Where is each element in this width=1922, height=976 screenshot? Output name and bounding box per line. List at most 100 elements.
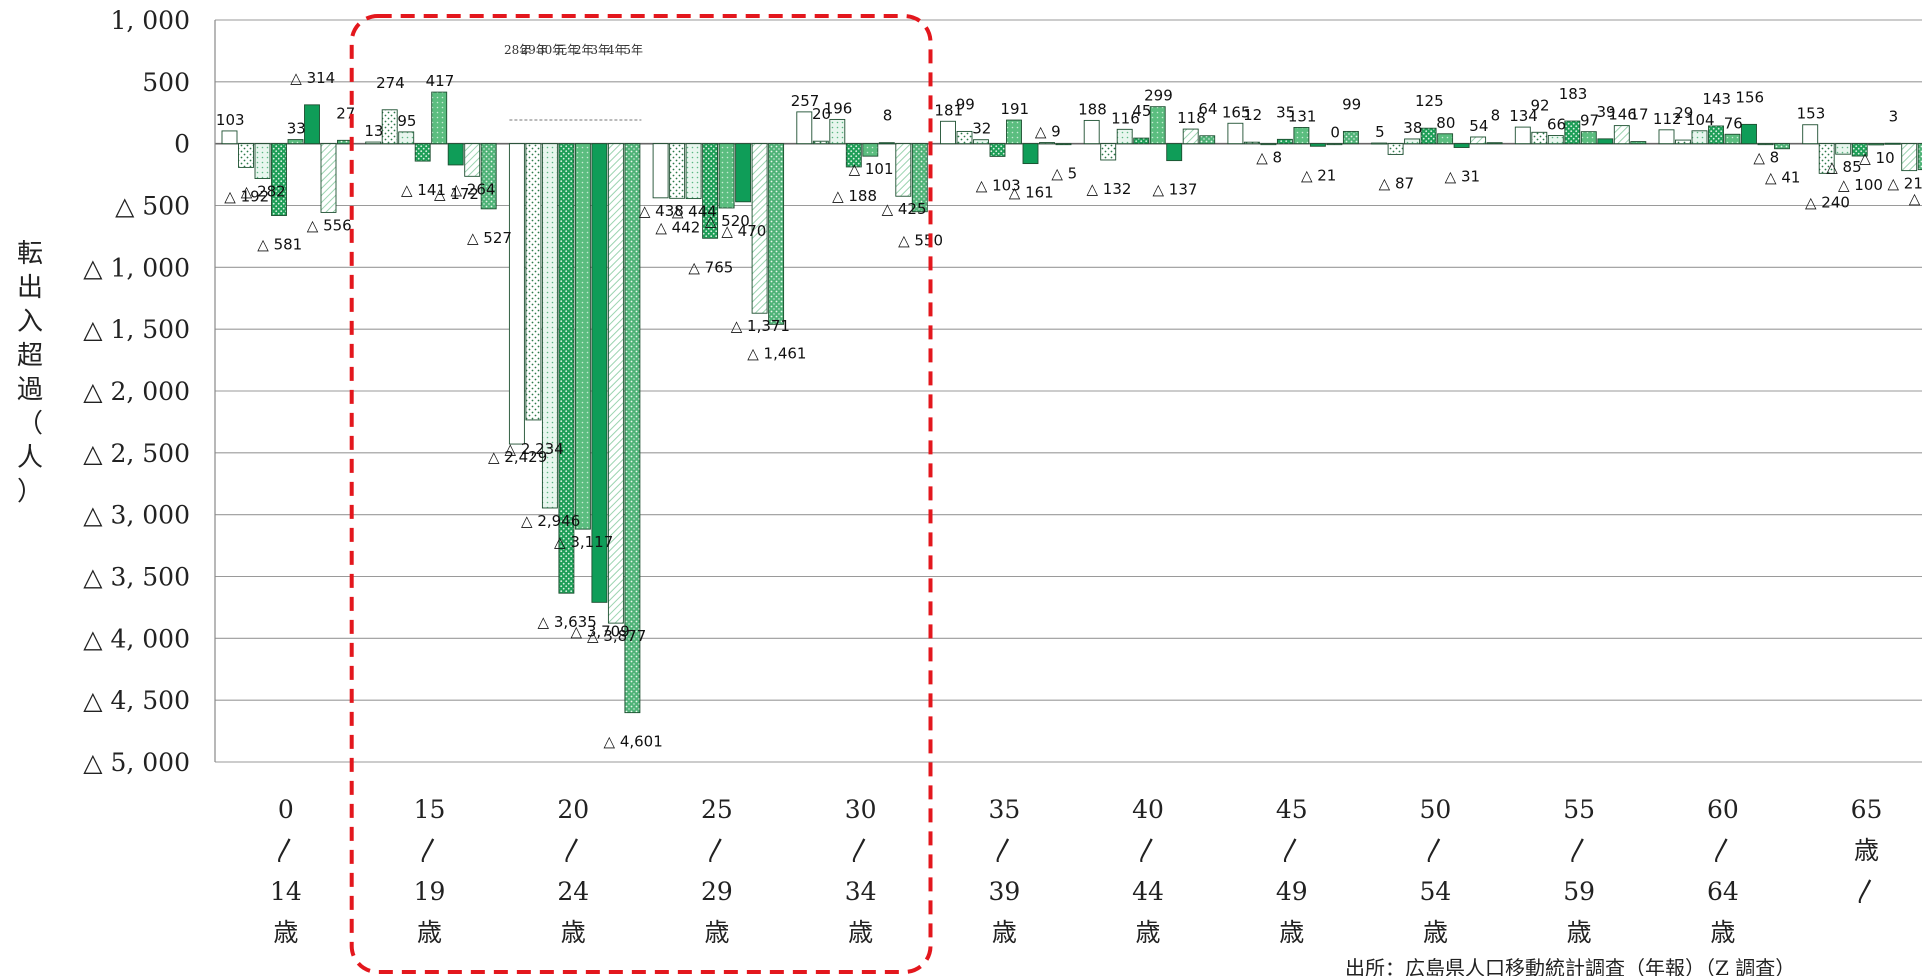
bar xyxy=(1774,143,1790,150)
bar xyxy=(1055,143,1072,146)
y-tick-labels: 1, 000 500 0 △ 500 △ 1, 000 △ 1, 500 △ 2, 000 △… xyxy=(83,6,190,777)
y-tick-label: △ 2, 000 xyxy=(83,377,190,406)
y-tick-label: △ 1, 500 xyxy=(83,315,190,344)
data-label: 188 xyxy=(1078,100,1107,118)
bar xyxy=(1260,143,1277,146)
data-label: △ 438 xyxy=(639,202,684,220)
bar xyxy=(464,143,481,177)
legend-entry: 29年 xyxy=(521,43,548,57)
x-tick-label: 49 xyxy=(1276,877,1308,906)
bar xyxy=(1083,119,1100,145)
data-label: 103 xyxy=(216,111,245,129)
bar xyxy=(1868,143,1885,146)
x-tick-label: 29 xyxy=(701,877,733,906)
bar xyxy=(1100,143,1117,161)
x-tick-label: 歳 xyxy=(1567,918,1592,947)
data-label: 39 xyxy=(1597,103,1616,121)
x-tick-label: 20 xyxy=(557,795,589,824)
bar xyxy=(1547,135,1564,145)
data-label: 134 xyxy=(1509,107,1538,125)
data-label: △ 2,946 xyxy=(521,512,580,530)
bar xyxy=(796,111,813,145)
bar xyxy=(365,141,382,145)
bar xyxy=(911,143,928,213)
bar xyxy=(1835,143,1852,155)
data-label: △ 470 xyxy=(721,222,766,240)
bar xyxy=(1387,143,1404,155)
x-tick-label: 44 xyxy=(1132,877,1164,906)
legend-entry: 4年 xyxy=(607,43,627,57)
x-tick-label: 40 xyxy=(1132,795,1164,824)
data-label: 95 xyxy=(397,112,416,130)
data-label: 12 xyxy=(1243,106,1262,124)
bar xyxy=(431,91,448,145)
bar xyxy=(1293,127,1310,145)
x-tick-label: 24 xyxy=(557,877,589,906)
y-tick-label: △ 2, 500 xyxy=(83,439,190,468)
bar xyxy=(940,120,956,145)
bar xyxy=(1757,143,1774,146)
data-label: △ 9 xyxy=(1035,123,1061,141)
bar xyxy=(447,143,464,166)
bar xyxy=(1724,133,1741,145)
bar xyxy=(1116,128,1133,145)
data-label: 165 xyxy=(1222,103,1251,121)
bar xyxy=(1531,131,1548,145)
bar xyxy=(1133,137,1150,145)
bar xyxy=(1675,139,1691,145)
data-label: 191 xyxy=(1000,100,1029,118)
x-tick-label: 歳 xyxy=(1854,836,1879,865)
bar xyxy=(751,143,768,314)
bar xyxy=(1486,142,1503,145)
x-tick-label: 0 xyxy=(278,795,294,824)
legend-entry: 3年 xyxy=(590,43,610,57)
data-label: 80 xyxy=(1436,114,1455,132)
data-label: △ 581 xyxy=(257,236,302,254)
data-label: 257 xyxy=(791,92,820,110)
bar xyxy=(1326,143,1343,146)
data-label: △ 161 xyxy=(1009,184,1054,202)
bar xyxy=(398,131,415,145)
bar xyxy=(221,130,238,145)
x-tick-label: 34 xyxy=(845,877,877,906)
data-label: 64 xyxy=(1198,100,1217,118)
bars xyxy=(221,91,1922,714)
bar xyxy=(1437,133,1454,145)
data-label: 29 xyxy=(1674,104,1693,122)
bar xyxy=(1884,142,1901,145)
data-label: 45 xyxy=(1132,102,1151,120)
data-label: △ 137 xyxy=(1152,181,1197,199)
legend-entry: 28年 xyxy=(504,43,531,57)
x-tick-label: 歳 xyxy=(417,918,442,947)
data-label: 417 xyxy=(426,72,455,90)
y-axis-title-char: 過 xyxy=(17,375,43,405)
x-tick-label: 歳 xyxy=(1423,918,1448,947)
bar xyxy=(685,143,702,200)
y-tick-label: △ 3, 000 xyxy=(83,501,190,530)
data-label: △ 41 xyxy=(1765,169,1800,187)
grid-lines xyxy=(214,19,1922,763)
data-label: △ 314 xyxy=(290,69,335,87)
data-label: △ 425 xyxy=(882,200,927,218)
bar xyxy=(1342,130,1359,145)
bar xyxy=(1613,125,1630,145)
x-tick-label: 50 xyxy=(1420,795,1452,824)
x-tick-label: 55 xyxy=(1563,795,1595,824)
y-tick-label: 1, 000 xyxy=(110,6,190,35)
bar xyxy=(1276,138,1293,145)
data-label: △ 282 xyxy=(241,183,286,201)
data-label: △ 3,877 xyxy=(587,627,646,645)
bar xyxy=(1404,138,1421,145)
bar xyxy=(480,143,497,210)
x-tick-label: 歳 xyxy=(1136,918,1161,947)
bar xyxy=(1901,143,1918,172)
y-axis-title-char: ） xyxy=(17,477,43,507)
bar xyxy=(669,143,686,199)
x-tick-label: 歳 xyxy=(848,918,873,947)
bar xyxy=(652,143,669,199)
bar xyxy=(1580,131,1597,145)
data-label: △ 31 xyxy=(1445,168,1480,186)
x-tick-label: 〳 xyxy=(848,836,873,865)
